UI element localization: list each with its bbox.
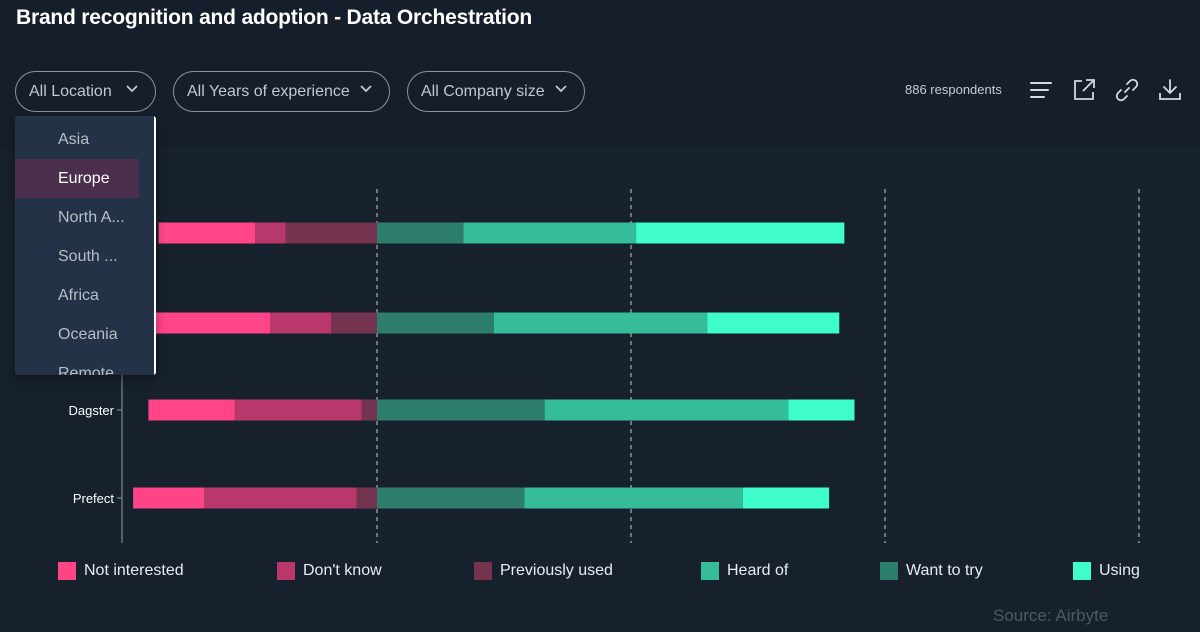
respondents-count: 886 respondents bbox=[905, 82, 1002, 97]
legend-item-dont-know: Don't know bbox=[277, 561, 382, 581]
chart-canvas: Dagster Prefect bbox=[68, 187, 1140, 543]
legend-swatch bbox=[701, 562, 719, 580]
legend-swatch bbox=[1073, 562, 1091, 580]
company-size-filter[interactable]: All Company size bbox=[407, 71, 585, 112]
bar-segment bbox=[524, 487, 743, 509]
bar-segment bbox=[742, 487, 830, 509]
legend-item-not-interested: Not interested bbox=[58, 561, 184, 581]
location-filter[interactable]: All Location bbox=[15, 71, 156, 112]
legend-item-previously-used: Previously used bbox=[474, 561, 613, 581]
bar-segment bbox=[285, 222, 377, 244]
legend-item-want-to-try: Want to try bbox=[880, 561, 983, 581]
location-filter-label: All Location bbox=[29, 82, 112, 100]
company-size-filter-label: All Company size bbox=[421, 82, 545, 100]
bar-segment bbox=[204, 487, 357, 509]
download-icon[interactable] bbox=[1157, 77, 1183, 103]
dropdown-option-europe[interactable]: Europe bbox=[15, 159, 139, 198]
legend-item-heard-of: Heard of bbox=[701, 561, 788, 581]
bar-segment bbox=[377, 487, 525, 509]
bar-segment bbox=[377, 399, 545, 421]
bar-segment bbox=[788, 399, 855, 421]
legend-swatch bbox=[880, 562, 898, 580]
bar-segment bbox=[148, 399, 235, 421]
bar-segment bbox=[361, 399, 377, 421]
category-label: Prefect bbox=[73, 491, 115, 506]
dropdown-option-south-america[interactable]: South ... bbox=[58, 247, 118, 265]
experience-filter-label: All Years of experience bbox=[187, 82, 350, 100]
experience-filter[interactable]: All Years of experience bbox=[173, 71, 390, 112]
bar-segment bbox=[377, 222, 464, 244]
legend-label: Want to try bbox=[906, 562, 983, 579]
legend-label: Previously used bbox=[500, 562, 613, 579]
legend-label: Don't know bbox=[303, 562, 382, 579]
header: Brand recognition and adoption - Data Or… bbox=[0, 0, 1200, 147]
location-dropdown[interactable]: Asia Europe North A... South ... Africa … bbox=[15, 116, 156, 375]
source-note: Source: Airbyte bbox=[993, 606, 1109, 625]
dropdown-option-asia[interactable]: Asia bbox=[58, 130, 90, 148]
category-label: Dagster bbox=[68, 403, 114, 418]
bar-segment bbox=[133, 487, 205, 509]
dropdown-scrollbar[interactable] bbox=[154, 116, 156, 375]
menu-icon[interactable] bbox=[1028, 77, 1054, 103]
chevron-down-icon bbox=[555, 85, 567, 93]
bar-segment bbox=[544, 399, 789, 421]
stacked-bar-chart: Dagster Prefect bbox=[0, 147, 1200, 632]
external-link-icon[interactable] bbox=[1071, 77, 1097, 103]
bar-segment bbox=[356, 487, 377, 509]
legend-swatch bbox=[58, 562, 76, 580]
chevron-down-icon bbox=[126, 85, 138, 93]
bar-segment bbox=[234, 399, 362, 421]
legend-label: Using bbox=[1099, 562, 1140, 579]
bar-segment bbox=[270, 312, 332, 334]
legend-swatch bbox=[277, 562, 295, 580]
bar-segment bbox=[493, 312, 708, 334]
bar-segment bbox=[331, 312, 377, 334]
legend-swatch bbox=[474, 562, 492, 580]
legend-label: Heard of bbox=[727, 562, 789, 579]
bar-segment bbox=[158, 222, 256, 244]
chart-title: Brand recognition and adoption - Data Or… bbox=[16, 6, 532, 29]
bar-segment bbox=[377, 312, 494, 334]
bar-segment bbox=[707, 312, 840, 334]
bar-segment bbox=[636, 222, 845, 244]
legend-label: Not interested bbox=[84, 562, 184, 579]
bar-segment bbox=[255, 222, 286, 244]
bar-segment bbox=[463, 222, 637, 244]
dropdown-option-north-america[interactable]: North A... bbox=[58, 208, 125, 226]
dropdown-option-oceania[interactable]: Oceania bbox=[58, 325, 118, 343]
chevron-down-icon bbox=[360, 85, 372, 93]
bar-segment bbox=[153, 312, 271, 334]
legend-item-using: Using bbox=[1073, 561, 1140, 581]
dropdown-option-remote[interactable]: Remote bbox=[58, 364, 115, 376]
dropdown-option-africa[interactable]: Africa bbox=[58, 286, 99, 304]
link-icon[interactable] bbox=[1114, 77, 1140, 103]
